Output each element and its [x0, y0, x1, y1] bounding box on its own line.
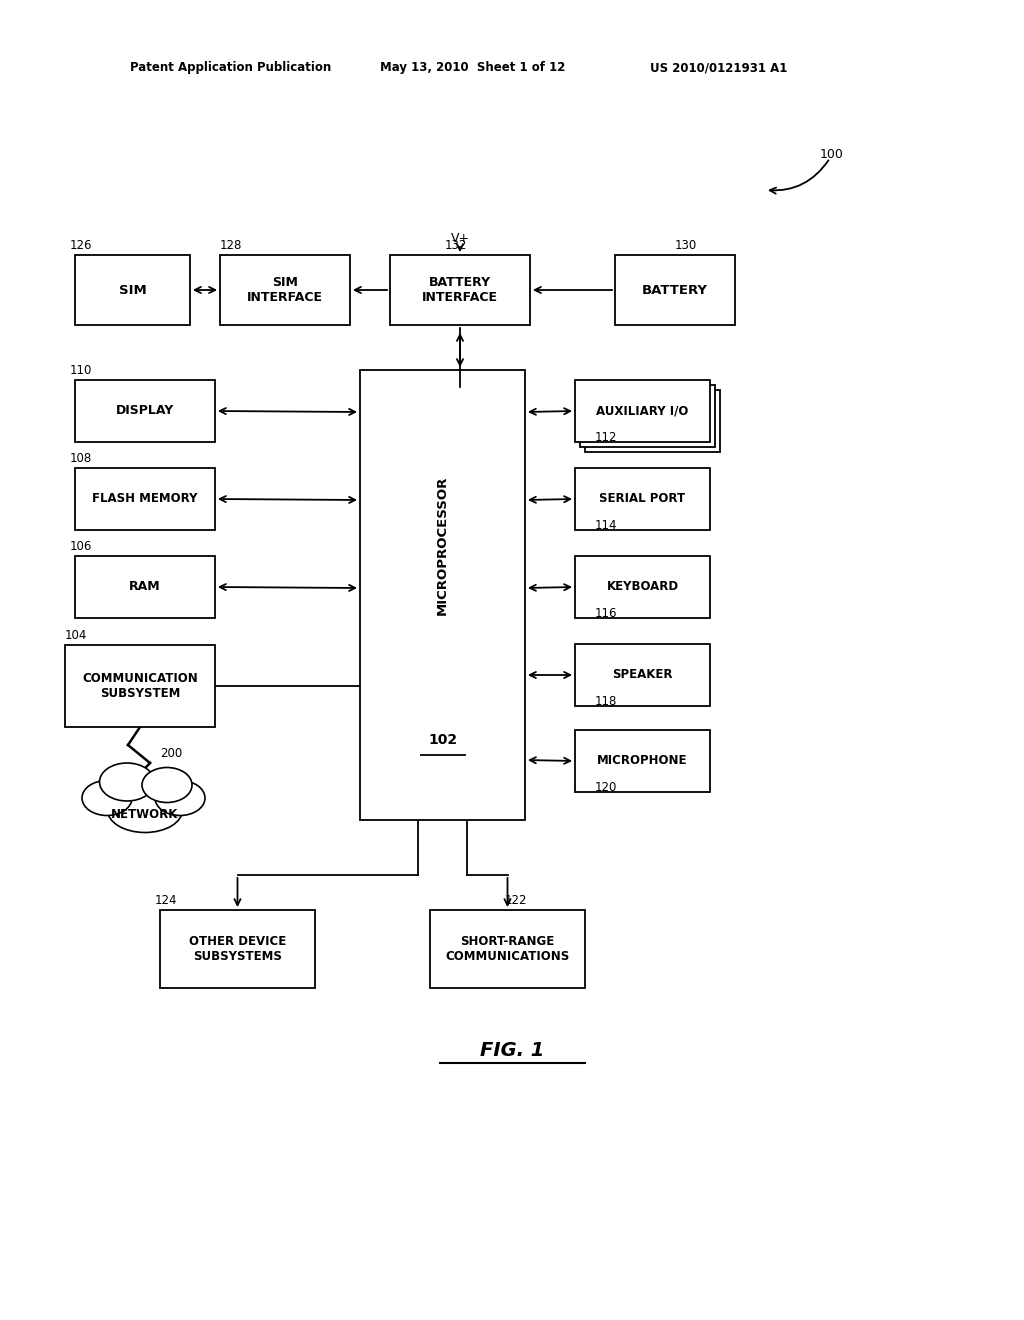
Ellipse shape — [142, 767, 193, 803]
Bar — [575, 556, 710, 618]
Text: FLASH MEMORY: FLASH MEMORY — [92, 492, 198, 506]
Bar — [615, 255, 735, 325]
Text: SIM
INTERFACE: SIM INTERFACE — [247, 276, 323, 304]
Text: 116: 116 — [595, 607, 617, 620]
Bar — [585, 389, 720, 451]
Text: 104: 104 — [65, 630, 87, 642]
Bar — [220, 255, 350, 325]
Text: 128: 128 — [220, 239, 243, 252]
Text: 112: 112 — [595, 432, 617, 444]
Bar — [75, 380, 215, 442]
Text: May 13, 2010  Sheet 1 of 12: May 13, 2010 Sheet 1 of 12 — [380, 62, 565, 74]
Text: FIG. 1: FIG. 1 — [480, 1040, 544, 1060]
Bar — [575, 469, 710, 531]
Text: 120: 120 — [595, 781, 617, 795]
Text: DISPLAY: DISPLAY — [116, 404, 174, 417]
Text: MICROPHONE: MICROPHONE — [597, 755, 688, 767]
Bar — [390, 255, 530, 325]
Bar — [75, 469, 215, 531]
Ellipse shape — [99, 763, 155, 801]
Text: V+: V+ — [451, 231, 470, 244]
Text: Patent Application Publication: Patent Application Publication — [130, 62, 331, 74]
Text: KEYBOARD: KEYBOARD — [606, 581, 679, 594]
Bar — [75, 255, 190, 325]
Text: BATTERY
INTERFACE: BATTERY INTERFACE — [422, 276, 498, 304]
Text: 200: 200 — [160, 747, 182, 760]
Text: SHORT-RANGE
COMMUNICATIONS: SHORT-RANGE COMMUNICATIONS — [445, 935, 569, 964]
Text: RAM: RAM — [129, 581, 161, 594]
Text: 100: 100 — [820, 149, 844, 161]
Bar — [580, 385, 715, 447]
Bar — [75, 556, 215, 618]
Text: SIM: SIM — [119, 284, 146, 297]
Text: 126: 126 — [70, 239, 92, 252]
Bar — [360, 370, 525, 820]
Ellipse shape — [108, 788, 182, 833]
Text: AUXILIARY I/O: AUXILIARY I/O — [596, 404, 689, 417]
Text: 132: 132 — [445, 239, 467, 252]
Text: 130: 130 — [675, 239, 697, 252]
Bar — [575, 644, 710, 706]
Text: 106: 106 — [70, 540, 92, 553]
Text: 118: 118 — [595, 696, 617, 708]
Text: 110: 110 — [70, 364, 92, 378]
Bar — [65, 645, 215, 727]
Text: NETWORK: NETWORK — [112, 808, 178, 821]
Text: MICROPROCESSOR: MICROPROCESSOR — [436, 475, 449, 615]
Text: 124: 124 — [155, 894, 177, 907]
Text: BATTERY: BATTERY — [642, 284, 708, 297]
Bar — [160, 909, 315, 987]
Ellipse shape — [155, 780, 205, 816]
Text: SPEAKER: SPEAKER — [612, 668, 673, 681]
Bar — [430, 909, 585, 987]
Bar — [575, 380, 710, 442]
Text: 102: 102 — [428, 733, 457, 747]
Text: 122: 122 — [505, 894, 527, 907]
Text: 114: 114 — [595, 519, 617, 532]
Bar — [575, 730, 710, 792]
Text: SERIAL PORT: SERIAL PORT — [599, 492, 685, 506]
Text: OTHER DEVICE
SUBSYSTEMS: OTHER DEVICE SUBSYSTEMS — [188, 935, 286, 964]
Ellipse shape — [82, 780, 132, 816]
Text: COMMUNICATION
SUBSYSTEM: COMMUNICATION SUBSYSTEM — [82, 672, 198, 700]
Text: US 2010/0121931 A1: US 2010/0121931 A1 — [650, 62, 787, 74]
Text: 108: 108 — [70, 451, 92, 465]
